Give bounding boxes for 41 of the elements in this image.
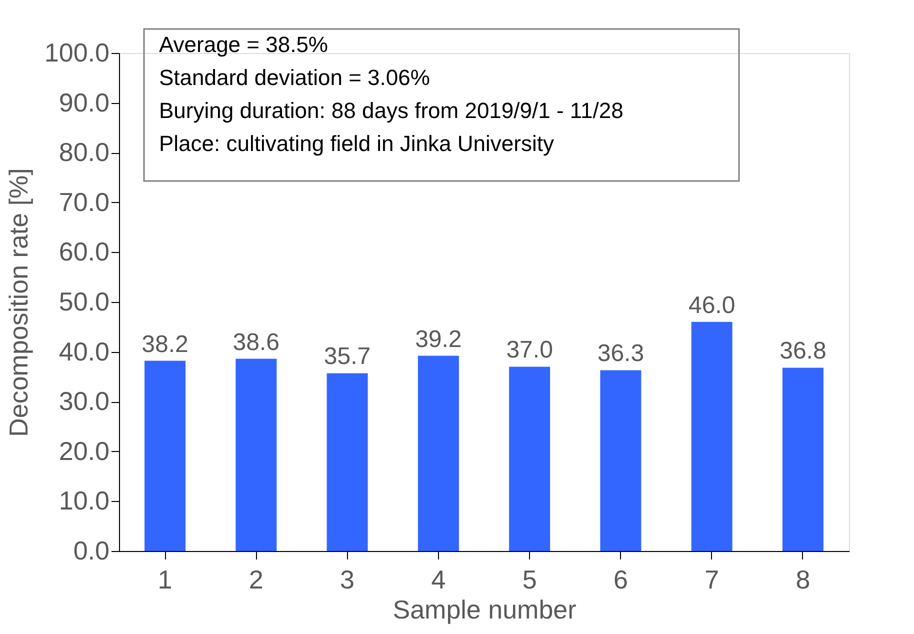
data-label: 39.2 bbox=[415, 326, 462, 353]
bar bbox=[144, 360, 186, 551]
y-tick-label: 80.0 bbox=[58, 137, 110, 168]
bar bbox=[326, 373, 368, 551]
x-tick-label: 5 bbox=[522, 564, 537, 594]
annotation: Average = 38.5% bbox=[159, 32, 328, 57]
x-tick-label: 4 bbox=[431, 564, 446, 594]
y-tick-label: 70.0 bbox=[58, 186, 110, 217]
x-tick-label: 3 bbox=[340, 564, 355, 594]
data-label: 46.0 bbox=[688, 292, 736, 319]
y-axis-title: Decomposition rate [%] bbox=[3, 168, 34, 437]
y-tick-label: 0.0 bbox=[73, 536, 110, 566]
data-label: 35.7 bbox=[324, 343, 371, 370]
annotation: Standard deviation = 3.06% bbox=[159, 65, 430, 90]
x-tick-label: 6 bbox=[613, 564, 628, 594]
data-label: 38.2 bbox=[142, 330, 188, 358]
y-tick-label: 100.0 bbox=[44, 38, 110, 68]
x-tick-label: 7 bbox=[704, 564, 720, 594]
x-tick-label: 2 bbox=[248, 564, 264, 594]
y-tick-label: 30.0 bbox=[58, 386, 110, 416]
data-label: 36.3 bbox=[597, 340, 644, 368]
y-tick-label: 60.0 bbox=[58, 236, 110, 267]
y-tick-label: 50.0 bbox=[58, 286, 110, 316]
y-tick-label: 90.0 bbox=[58, 87, 110, 118]
bar bbox=[691, 322, 732, 551]
annotation: Burying duration: 88 days from 2019/9/1 - 11/28 bbox=[159, 98, 624, 123]
y-tick-label: 40.0 bbox=[58, 336, 110, 366]
x-tick-label: 8 bbox=[796, 564, 810, 594]
annotation: Place: cultivating field in Jinka University bbox=[159, 131, 554, 156]
data-label: 38.6 bbox=[232, 328, 280, 356]
bar bbox=[418, 356, 459, 551]
bar bbox=[600, 370, 642, 551]
bar bbox=[782, 368, 824, 551]
x-tick-label: 1 bbox=[158, 564, 172, 594]
data-label: 37.0 bbox=[506, 336, 553, 364]
y-tick-label: 10.0 bbox=[58, 486, 110, 516]
x-axis-title: Sample number bbox=[392, 594, 577, 624]
data-label: 36.8 bbox=[780, 338, 826, 365]
bar bbox=[236, 358, 277, 551]
y-tick-label: 20.0 bbox=[58, 436, 110, 466]
bar bbox=[509, 366, 550, 551]
